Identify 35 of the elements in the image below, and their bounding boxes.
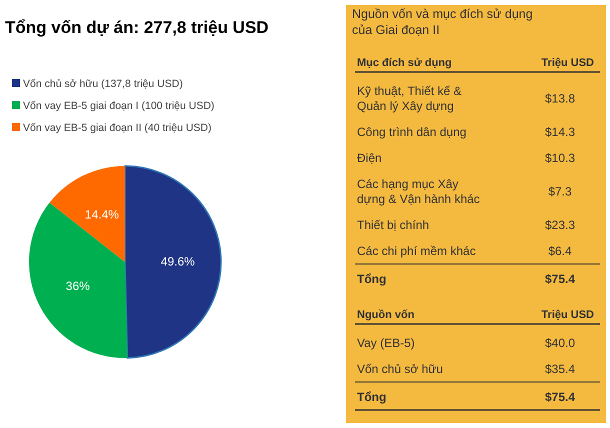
- text: Thiết bị chính: [357, 218, 430, 232]
- text: Nguồn vốn và mục đích sử dụng của Giai đoạn II: [352, 7, 533, 37]
- text: Các chi phí mềm khác: [357, 244, 476, 258]
- text: $40.0: [544, 336, 576, 350]
- text: $75.4: [544, 272, 576, 286]
- text: Điện: [357, 151, 382, 166]
- pie-slice: [50, 166, 125, 262]
- text: Công trình dân dụng: [357, 125, 466, 140]
- pie-slice: [124, 165, 222, 359]
- legend-label: Vốn vay EB-5 giai đoạn I (100 triệu USD): [23, 100, 214, 112]
- text: $75.4: [544, 390, 576, 404]
- text: $13.8: [544, 92, 576, 106]
- text: Triệu USD: [541, 308, 594, 321]
- data-label: 49.6%: [160, 254, 196, 269]
- data-label: 14.4%: [84, 208, 120, 222]
- text: Tổng: [357, 272, 386, 286]
- text: Vay (EB-5): [357, 336, 415, 350]
- text: $10.3: [544, 151, 576, 166]
- pie-slice: [29, 202, 128, 358]
- data-label: 36%: [66, 278, 90, 293]
- text: Các hạng mục Xây dựng & Vận hành khác: [357, 177, 480, 206]
- text: Vốn chủ sở hữu: [357, 362, 443, 376]
- text: Nguồn vốn: [357, 308, 415, 321]
- text: $14.3: [544, 125, 576, 140]
- text: Kỹ thuật, Thiết kế & Quản lý Xây dựng: [357, 84, 462, 114]
- text: $35.4: [544, 362, 576, 376]
- chart-title: Tổng vốn dự án: 277,8 triệu USD: [5, 18, 269, 37]
- text: $23.3: [544, 218, 576, 232]
- text: Triệu USD: [541, 56, 594, 69]
- text: Mục đích sử dụng: [357, 56, 452, 69]
- text: Tổng: [357, 390, 386, 404]
- legend-label: Vốn vay EB-5 giai đoạn II (40 triệu USD): [23, 122, 212, 134]
- text: $7.3: [548, 184, 572, 199]
- legend-label: Vốn chủ sở hữu (137,8 triệu USD): [23, 78, 183, 90]
- text: $6.4: [548, 244, 572, 258]
